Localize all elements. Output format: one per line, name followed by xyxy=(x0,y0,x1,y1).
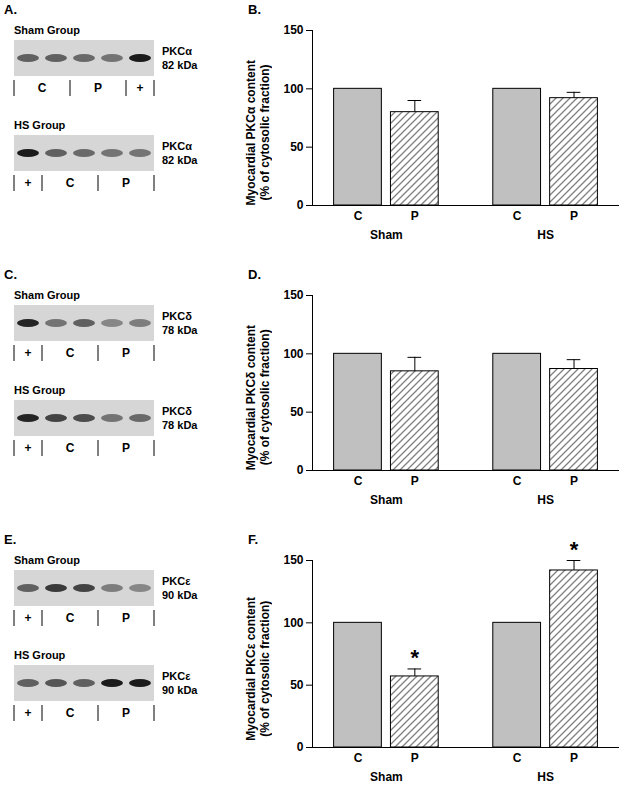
svg-text:Sham: Sham xyxy=(370,770,403,784)
svg-text:C: C xyxy=(66,706,75,720)
svg-text:C.: C. xyxy=(4,267,17,282)
html-text:B.: B. xyxy=(248,2,261,17)
svg-text:PKCδ: PKCδ xyxy=(162,310,192,322)
svg-text:HS Group: HS Group xyxy=(14,119,66,131)
svg-text:+: + xyxy=(24,611,31,625)
svg-text:P: P xyxy=(122,706,130,720)
svg-text:Sham Group: Sham Group xyxy=(14,289,80,301)
svg-text:Sham Group: Sham Group xyxy=(14,24,80,36)
html-text:Myocardial PKCα content: Myocardial PKCα content xyxy=(244,59,258,206)
svg-text:PKCε: PKCε xyxy=(162,670,191,682)
html-text:(% of cytosolic fraction): (% of cytosolic fraction) xyxy=(258,64,272,201)
svg-text:100: 100 xyxy=(283,82,303,96)
svg-text:100: 100 xyxy=(283,616,303,630)
svg-text:78 kDa: 78 kDa xyxy=(162,324,198,336)
svg-text:C: C xyxy=(513,209,522,223)
svg-text:0: 0 xyxy=(297,740,304,754)
svg-text:50: 50 xyxy=(290,140,304,154)
svg-text:E.: E. xyxy=(4,532,16,547)
svg-text:P: P xyxy=(411,209,419,223)
svg-text:+: + xyxy=(24,706,31,720)
svg-text:C: C xyxy=(354,209,363,223)
svg-text:Sham: Sham xyxy=(370,493,403,507)
svg-text:HS Group: HS Group xyxy=(14,384,66,396)
svg-text:P: P xyxy=(570,474,578,488)
svg-text:150: 150 xyxy=(283,23,303,37)
svg-text:+: + xyxy=(24,441,31,455)
svg-text:A.: A. xyxy=(4,2,17,17)
svg-text:P: P xyxy=(94,81,102,95)
svg-text:C: C xyxy=(66,611,75,625)
svg-text:PKCα: PKCα xyxy=(162,140,192,152)
svg-text:HS: HS xyxy=(537,228,554,242)
svg-text:PKCε: PKCε xyxy=(162,575,191,587)
svg-text:Sham Group: Sham Group xyxy=(14,554,80,566)
svg-text:C: C xyxy=(66,176,75,190)
svg-text:150: 150 xyxy=(283,553,303,567)
svg-text:C: C xyxy=(38,81,47,95)
svg-text:+: + xyxy=(136,81,143,95)
svg-text:C: C xyxy=(354,751,363,765)
html-text:(% of cytosolic fraction): (% of cytosolic fraction) xyxy=(258,329,272,466)
svg-text:0: 0 xyxy=(297,198,304,212)
svg-text:+: + xyxy=(24,346,31,360)
svg-text:P: P xyxy=(122,441,130,455)
svg-text:C: C xyxy=(513,474,522,488)
html-text:Myocardial PKCε content: Myocardial PKCε content xyxy=(244,596,258,741)
svg-text:PKCα: PKCα xyxy=(162,45,192,57)
svg-text:82 kDa: 82 kDa xyxy=(162,154,198,166)
svg-text:C: C xyxy=(354,474,363,488)
svg-text:100: 100 xyxy=(283,347,303,361)
svg-text:HS Group: HS Group xyxy=(14,649,66,661)
svg-text:HS: HS xyxy=(537,493,554,507)
svg-text:50: 50 xyxy=(290,678,304,692)
svg-text:90 kDa: 90 kDa xyxy=(162,589,198,601)
svg-text:Sham: Sham xyxy=(370,228,403,242)
svg-text:0: 0 xyxy=(297,463,304,477)
svg-text:P: P xyxy=(122,611,130,625)
svg-text:HS: HS xyxy=(537,770,554,784)
svg-text:150: 150 xyxy=(283,288,303,302)
svg-text:+: + xyxy=(24,176,31,190)
svg-text:P: P xyxy=(411,751,419,765)
svg-text:78 kDa: 78 kDa xyxy=(162,419,198,431)
svg-text:C: C xyxy=(513,751,522,765)
html-text:(% of cytosolic fraction): (% of cytosolic fraction) xyxy=(258,600,272,737)
svg-text:P: P xyxy=(122,176,130,190)
svg-text:50: 50 xyxy=(290,405,304,419)
svg-text:P: P xyxy=(122,346,130,360)
html-text:D.: D. xyxy=(248,267,261,282)
svg-text:*: * xyxy=(570,537,579,562)
svg-text:P: P xyxy=(411,474,419,488)
svg-text:C: C xyxy=(66,346,75,360)
svg-text:P: P xyxy=(570,751,578,765)
svg-text:P: P xyxy=(570,209,578,223)
svg-text:C: C xyxy=(66,441,75,455)
svg-text:*: * xyxy=(411,645,420,670)
svg-text:PKCδ: PKCδ xyxy=(162,405,192,417)
html-text:F.: F. xyxy=(248,532,259,547)
html-text:Myocardial PKCδ content: Myocardial PKCδ content xyxy=(244,324,258,471)
svg-text:82 kDa: 82 kDa xyxy=(162,59,198,71)
svg-text:90 kDa: 90 kDa xyxy=(162,684,198,696)
